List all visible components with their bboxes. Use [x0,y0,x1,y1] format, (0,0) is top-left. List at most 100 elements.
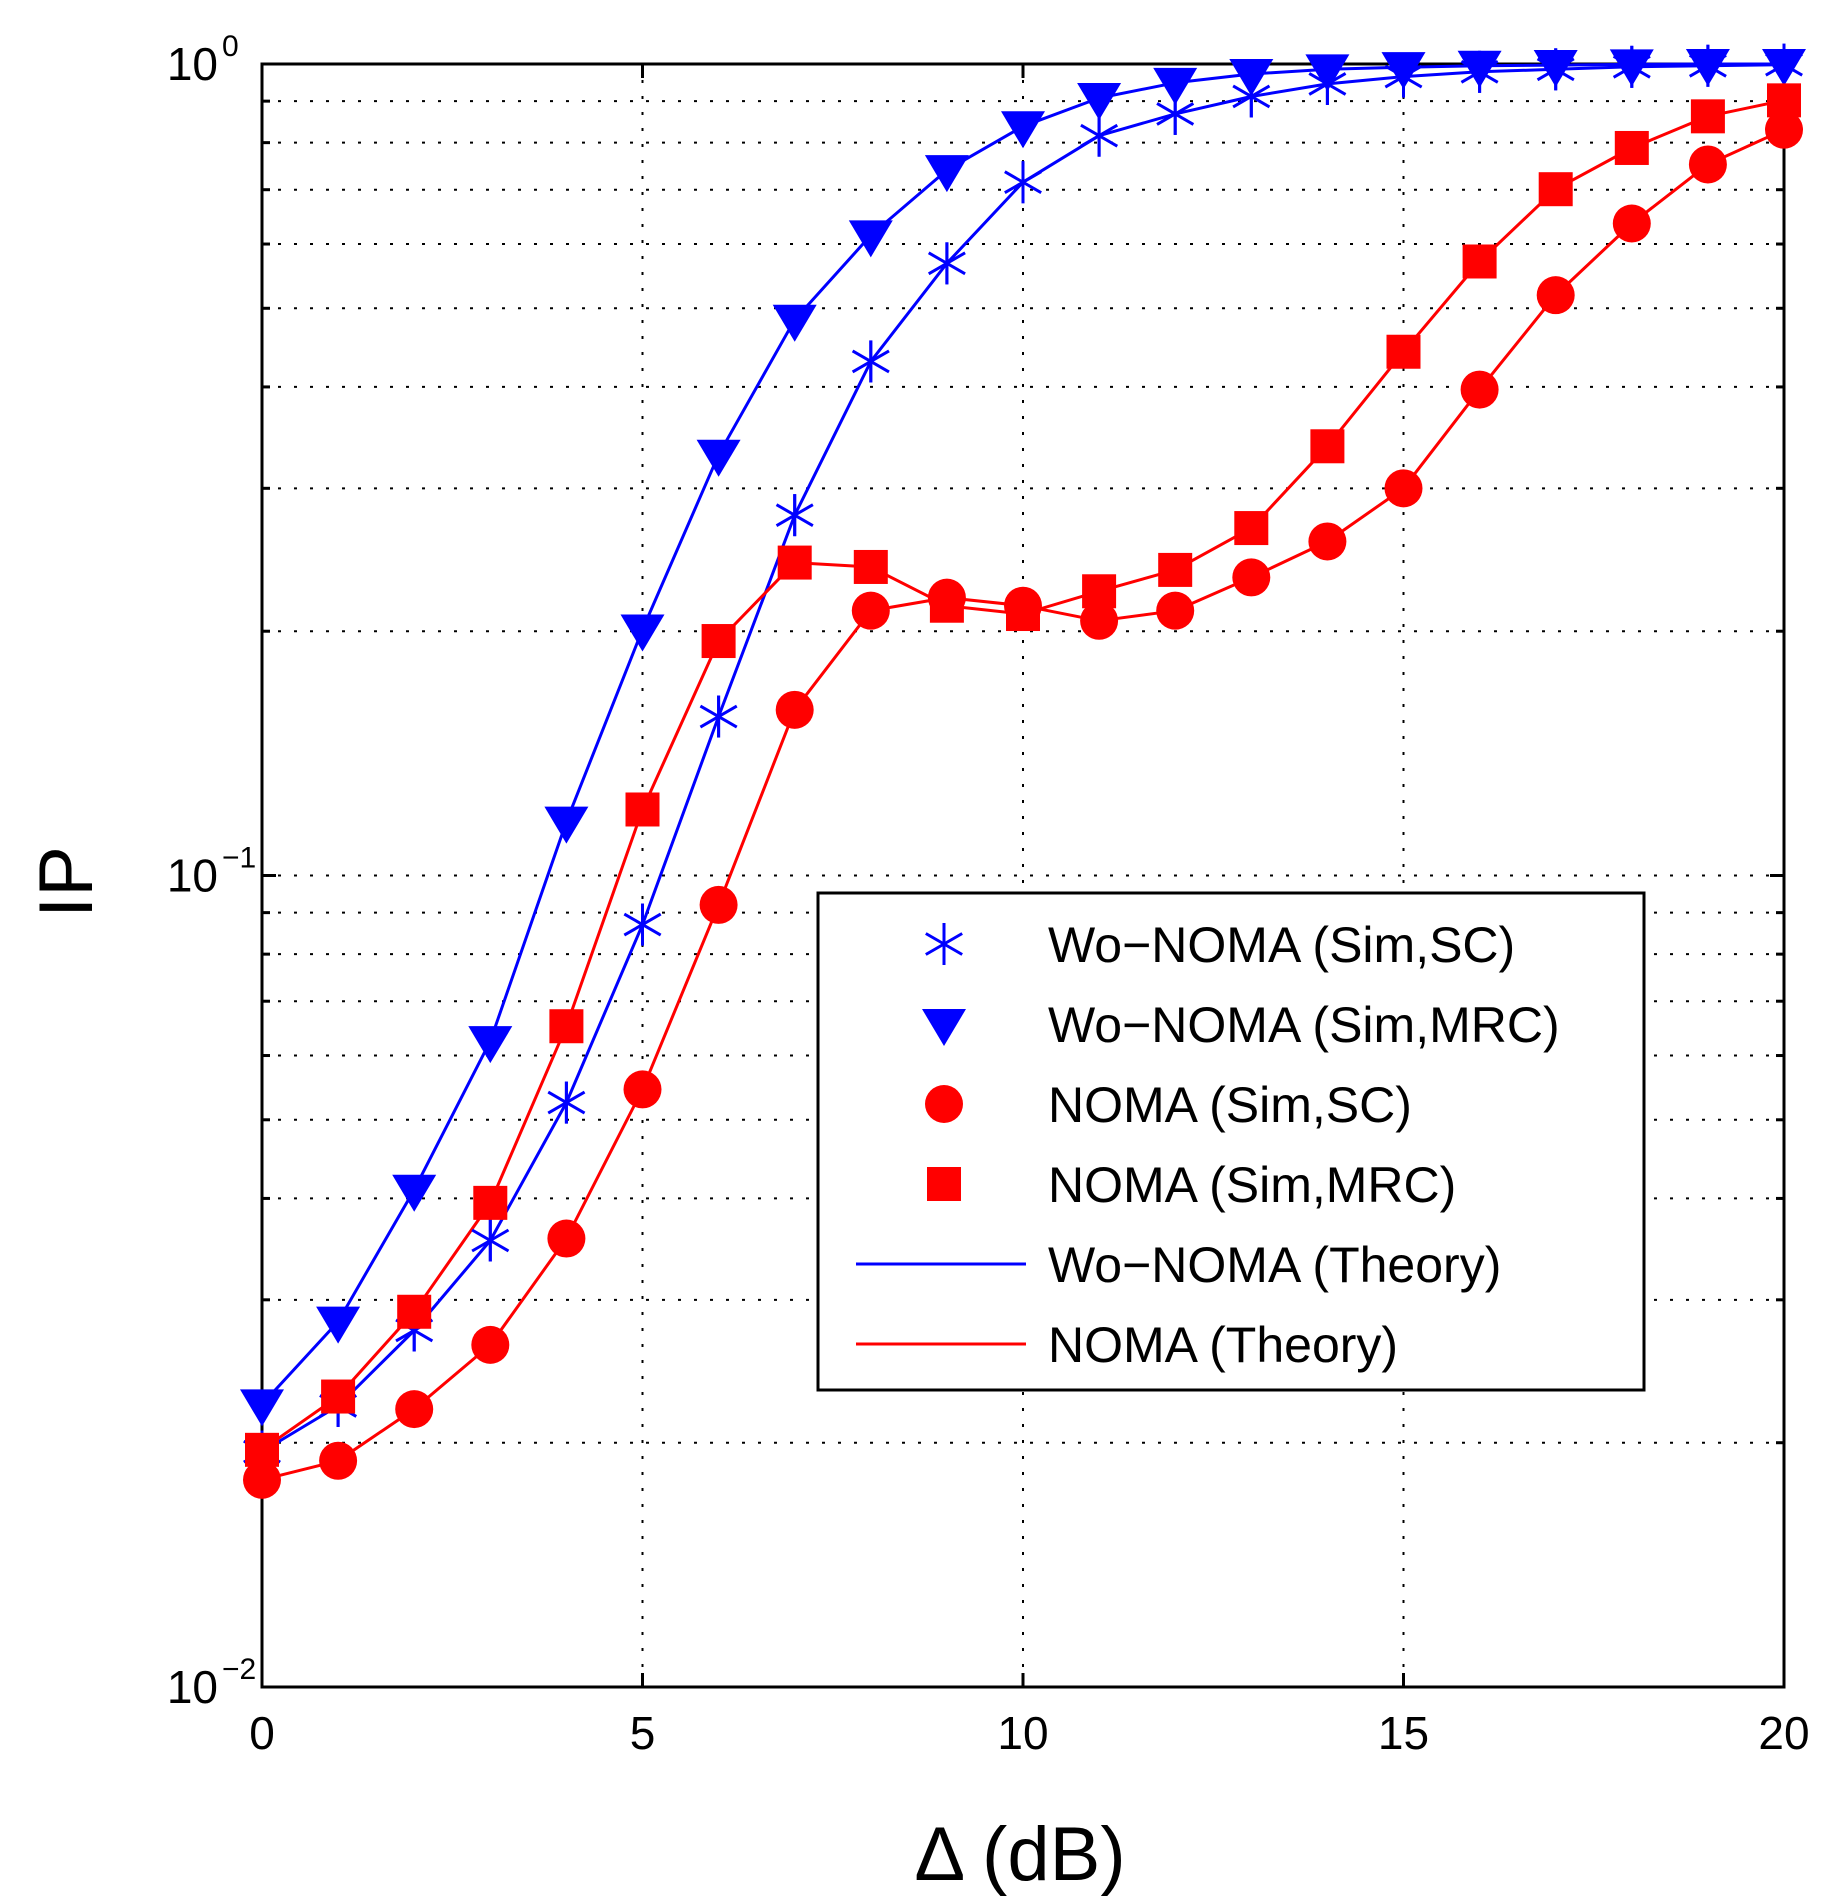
data-point [1234,511,1269,546]
data-point [1158,552,1193,587]
data-point [1457,50,1502,88]
data-point [1077,83,1122,121]
legend-label: NOMA (Sim,SC) [1048,1077,1412,1133]
markers-square [245,83,1801,1467]
x-axis-title: Δ (dB) [914,1812,1125,1897]
data-point [851,591,890,630]
legend-box [816,891,1646,1392]
data-point [775,494,814,537]
data-point [1001,111,1045,149]
y-tick-exponent: −1 [222,842,256,875]
x-tick-label: 0 [249,1707,275,1759]
legend-label: NOMA (Sim,MRC) [1048,1157,1456,1213]
data-point [701,624,736,659]
data-point [471,1219,510,1262]
data-point [1156,591,1195,630]
data-point [623,1070,662,1109]
data-point [1767,83,1801,118]
markers-circle [243,110,1803,1499]
data-point [1612,204,1651,243]
data-point [772,304,817,342]
x-tick-label: 15 [1378,1707,1429,1759]
legend-label: Wo−NOMA (Theory) [1048,1237,1501,1293]
data-point [777,545,812,580]
series-layer [240,43,1806,1499]
data-point [848,220,893,258]
data-point [1609,49,1654,87]
data-point [1308,522,1347,561]
legend-marker [925,1085,963,1123]
markers-triangle-down [240,49,1806,1427]
data-point [1080,601,1119,640]
data-point [1310,429,1345,464]
x-tick-label: 10 [997,1707,1048,1759]
data-point [1229,59,1274,97]
data-point [1688,145,1727,184]
data-point [1762,49,1806,86]
data-point [623,903,662,946]
data-point [547,1219,586,1258]
data-point [1305,54,1350,92]
data-point [1614,130,1649,165]
data-point [1765,110,1803,149]
data-point [1080,114,1119,157]
data-point [392,1174,437,1212]
legend-entry: NOMA (Theory) [856,1317,1398,1373]
data-point [851,340,890,383]
data-point [1153,67,1198,105]
data-point [395,1390,434,1429]
data-point [696,439,741,477]
data-point [1006,597,1040,632]
data-point [1536,276,1575,315]
legend-label: NOMA (Theory) [1048,1317,1398,1373]
data-point [1462,244,1497,279]
legend-entry: Wo−NOMA (Sim,SC) [925,917,1515,973]
data-point [1533,50,1578,88]
data-point [620,614,665,652]
data-point [775,690,814,729]
data-point [699,885,738,924]
legend-entry: NOMA (Sim,MRC) [927,1157,1456,1213]
data-point [1690,99,1725,134]
data-point [321,1379,356,1414]
data-point [544,806,589,844]
data-point [1004,161,1042,204]
legend-entry: Wo−NOMA (Theory) [856,1237,1501,1293]
data-point [1232,558,1271,597]
data-point [699,695,738,738]
data-point [397,1294,432,1329]
data-point [547,1081,586,1124]
data-point [245,1432,279,1467]
data-point [1685,49,1730,86]
data-point [319,1441,358,1480]
data-point [471,1325,510,1364]
data-point [924,155,969,193]
legend-entry: NOMA (Sim,SC) [925,1077,1412,1133]
legend-layer: Wo−NOMA (Sim,SC) Wo−NOMA (Sim,MRC) NOMA (S… [816,891,1646,1392]
data-point [240,1389,284,1427]
y-tick-label: 10 [167,38,218,90]
y-tick-label: 10 [167,850,218,902]
data-point [549,1009,584,1044]
data-point [473,1185,508,1220]
data-point [853,549,888,584]
data-point [1538,172,1573,207]
data-point [927,242,966,285]
y-axis-title: IP [24,846,109,918]
y-tick-exponent: 0 [222,30,239,63]
legend-marker [922,1009,966,1046]
data-point [1460,370,1499,409]
data-point [243,1460,281,1499]
data-point [316,1306,361,1344]
data-point [929,588,964,623]
data-point [1386,334,1421,369]
data-point [1384,469,1423,508]
data-point [468,1026,513,1064]
data-point [625,792,660,827]
y-tick-exponent: −2 [222,1653,256,1686]
legend-marker [927,1167,961,1201]
legend-entry: Wo−NOMA (Sim,MRC) [922,997,1560,1053]
data-point [1082,574,1117,609]
